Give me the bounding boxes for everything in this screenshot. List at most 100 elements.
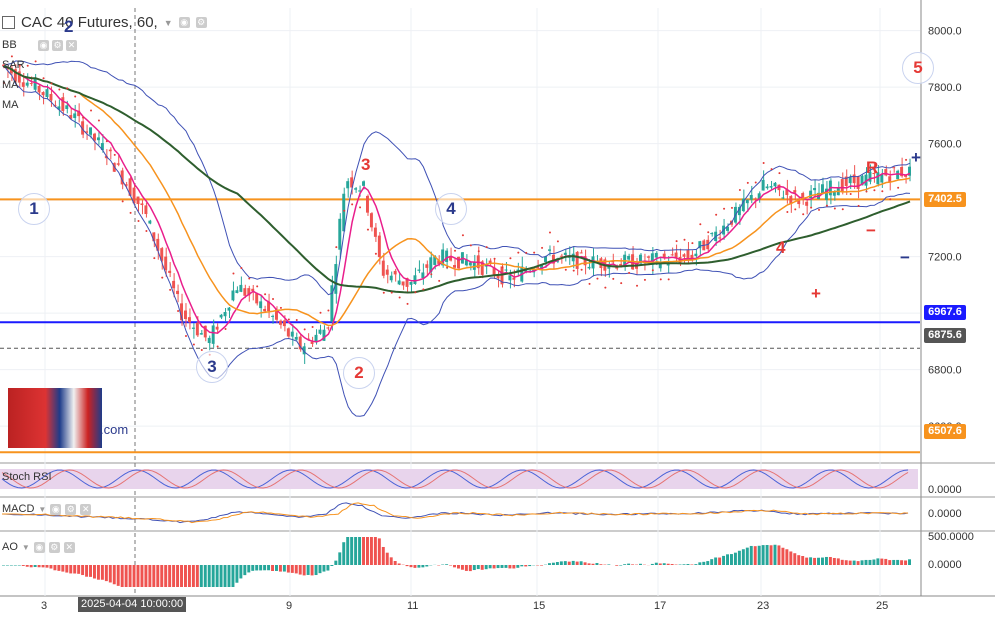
ao-bar — [192, 565, 195, 587]
candle-body — [754, 198, 757, 199]
sar-dot — [715, 214, 717, 216]
x-tick-label: 17 — [654, 600, 666, 612]
ao-bar — [216, 565, 219, 587]
candle-body — [508, 275, 511, 280]
ao-bar — [837, 558, 840, 565]
ao-bar — [105, 565, 108, 581]
ao-bar — [148, 565, 151, 587]
ao-bar — [485, 565, 488, 569]
ao-bar — [805, 558, 808, 565]
ao-bar — [651, 564, 654, 565]
gear-icon[interactable]: ⚙ — [65, 504, 76, 515]
ao-bar — [417, 565, 420, 568]
macd-label[interactable]: MACD ▼ ◉ ⚙ ✕ — [2, 503, 91, 515]
ao-bar — [742, 549, 745, 565]
indicator-bb-label[interactable]: BB — [2, 39, 17, 51]
y-tick-label: 6800.0 — [928, 365, 962, 377]
ao-bar — [501, 565, 504, 568]
stoch-rsi-label[interactable]: Stoch RSI — [2, 471, 52, 483]
ao-bar — [42, 565, 45, 567]
eye-icon[interactable]: ◉ — [38, 40, 49, 51]
sar-dot — [684, 239, 686, 241]
eye-icon[interactable]: ◉ — [179, 17, 190, 28]
ao-bar — [390, 557, 393, 565]
ao-bar — [540, 565, 543, 566]
sar-dot — [517, 252, 519, 254]
ao-bar — [849, 561, 852, 565]
candle-body — [30, 83, 33, 84]
sar-dot — [660, 278, 662, 280]
indicator-sar-label[interactable]: SAR — [2, 59, 25, 71]
ao-bar — [845, 560, 848, 565]
candle-body — [137, 197, 140, 205]
ao-bar — [180, 565, 183, 587]
ao-bar — [663, 563, 666, 565]
eye-icon[interactable]: ◉ — [50, 504, 61, 515]
menu-icon[interactable] — [2, 16, 15, 29]
ao-bar — [473, 565, 476, 570]
x-tick-label: 3 — [41, 600, 47, 612]
ao-bar — [113, 565, 116, 584]
candle-body — [793, 190, 796, 192]
ao-bar — [584, 562, 587, 565]
sar-dot — [327, 310, 329, 312]
candle-body — [671, 254, 674, 255]
chevron-down-icon[interactable]: ▼ — [38, 505, 46, 514]
sar-dot — [818, 209, 820, 211]
candle-body — [880, 174, 883, 182]
sar-dot — [161, 277, 163, 279]
ao-bar — [706, 561, 709, 565]
ao-bar — [208, 565, 211, 587]
ao-bar — [489, 565, 492, 568]
wave-label-4-red: 4 — [776, 238, 785, 258]
y-tick-label: 7800.0 — [928, 82, 962, 94]
candle-body — [402, 281, 405, 285]
ao-bar — [766, 545, 769, 565]
price-tag: 6507.6 — [924, 424, 966, 439]
ao-bar — [813, 558, 816, 565]
ao-bar — [774, 545, 777, 565]
sar-dot — [145, 230, 147, 232]
sar-dot — [834, 208, 836, 210]
price-tag: 7402.5 — [924, 192, 966, 207]
sar-dot — [541, 247, 543, 249]
sar-dot — [786, 211, 788, 213]
sar-dot — [446, 267, 448, 269]
candle-body — [366, 196, 369, 213]
candle-body — [801, 193, 804, 197]
close-icon[interactable]: ✕ — [66, 40, 77, 51]
ao-bar — [754, 546, 757, 565]
symbol-title: CAC 40 Futures, 60, — [21, 14, 158, 31]
indicator-ma2-label[interactable]: MA — [2, 99, 19, 111]
close-icon[interactable]: ✕ — [64, 542, 75, 553]
ao-bar — [370, 537, 373, 565]
wave-label-4: 4 — [435, 193, 467, 225]
chevron-down-icon[interactable]: ▼ — [164, 18, 173, 28]
ao-bar — [228, 565, 231, 587]
chevron-down-icon[interactable]: ▼ — [22, 543, 30, 552]
gear-icon[interactable]: ⚙ — [52, 40, 63, 51]
ao-bar — [382, 547, 385, 565]
ao-bar — [508, 565, 511, 568]
ao-bar — [30, 565, 33, 567]
ao-bar — [319, 565, 322, 573]
ao-bar — [556, 562, 559, 565]
ao-bar — [212, 565, 215, 587]
sar-dot — [557, 240, 559, 242]
candle-body — [853, 175, 856, 184]
gear-icon[interactable]: ⚙ — [49, 542, 60, 553]
close-icon[interactable]: ✕ — [80, 504, 91, 515]
eye-icon[interactable]: ◉ — [34, 542, 45, 553]
ao-label[interactable]: AO ▼ ◉ ⚙ ✕ — [2, 541, 75, 553]
x-tick-label: 25 — [876, 600, 888, 612]
ao-bar — [615, 565, 618, 566]
ao-bar — [144, 565, 147, 587]
sar-dot — [850, 193, 852, 195]
gear-icon[interactable]: ⚙ — [196, 17, 207, 28]
ao-bar — [714, 557, 717, 565]
indicator-ma-label[interactable]: MA — [2, 79, 19, 91]
watermark-image — [8, 388, 102, 448]
candle-body — [560, 256, 563, 257]
